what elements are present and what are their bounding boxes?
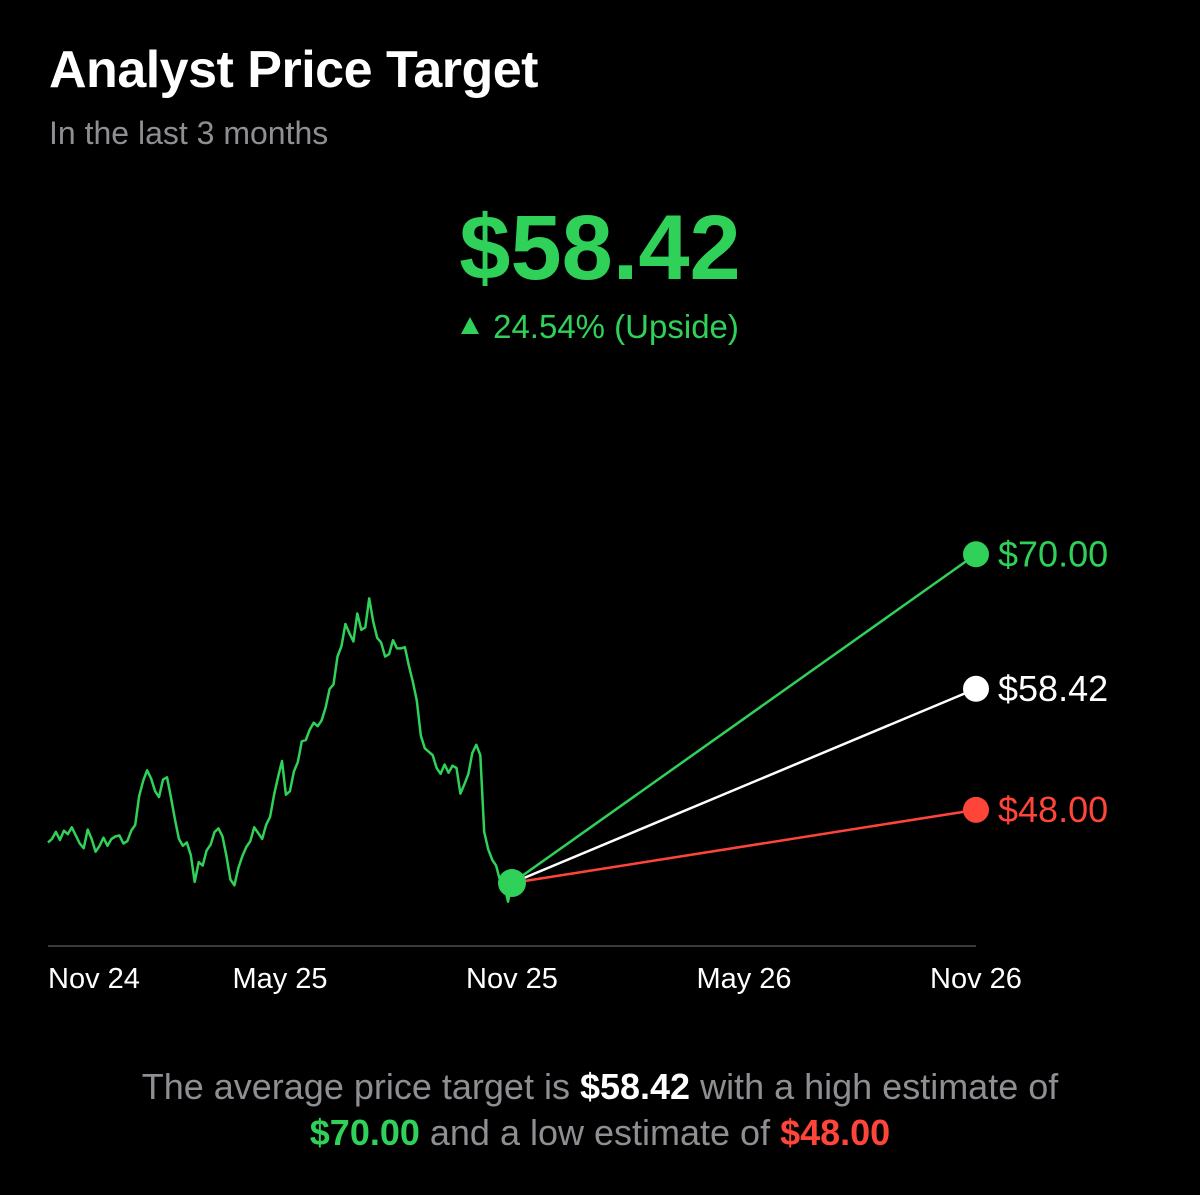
target-line-average: [511, 687, 977, 885]
page-title: Analyst Price Target: [49, 41, 539, 99]
page-subtitle: In the last 3 months: [49, 115, 329, 151]
price-target-summary: The average price target is $58.42 with …: [40, 1064, 1160, 1156]
summary-low: $48.00: [780, 1112, 891, 1153]
x-tick-label: May 26: [696, 963, 791, 995]
current-price-dot: [498, 869, 526, 898]
summary-text-3: and a low estimate of: [419, 1112, 781, 1153]
summary-high: $70.00: [309, 1112, 420, 1153]
target-line-high: [511, 553, 977, 885]
upside-text: 24.54% (Upside): [493, 308, 739, 345]
summary-text-1: The average price target is: [141, 1066, 580, 1107]
target-dot-high: [963, 541, 989, 568]
x-tick-label: May 25: [232, 963, 327, 995]
summary-text-2: with a high estimate of: [690, 1066, 1059, 1107]
target-dot-low: [963, 796, 989, 823]
x-tick-label: Nov 26: [930, 963, 1022, 995]
triangle-up-icon: [461, 317, 480, 334]
target-line-low: [511, 808, 977, 885]
target-dot-average: [963, 675, 989, 702]
target-label-average: $58.42: [998, 668, 1108, 709]
price-history-line: [47, 597, 514, 903]
summary-average: $58.42: [579, 1066, 691, 1107]
average-target-price: $58.42: [459, 197, 741, 299]
upside-percentage: 24.54% (Upside): [0, 306, 1200, 348]
target-label-low: $48.00: [998, 789, 1108, 830]
price-target-chart: Nov 24 May 25 Nov 25 May 26 Nov 26 $70.00 $58…: [47, 533, 1108, 995]
x-tick-label: Nov 24: [48, 963, 140, 995]
target-label-high: $70.00: [998, 533, 1108, 574]
x-tick-label: Nov 25: [466, 963, 558, 995]
